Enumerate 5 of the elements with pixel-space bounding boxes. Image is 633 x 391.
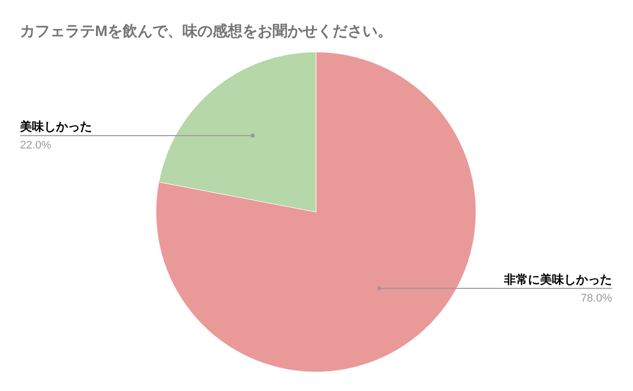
slice-label: 美味しかった [19, 120, 92, 134]
chart-title: カフェラテMを飲んで、味の感想をお聞かせください。 [20, 23, 392, 40]
data-label: 78.0% [580, 292, 612, 304]
slice-label: 非常に美味しかった [503, 272, 612, 286]
data-label: 22.0% [20, 140, 52, 152]
